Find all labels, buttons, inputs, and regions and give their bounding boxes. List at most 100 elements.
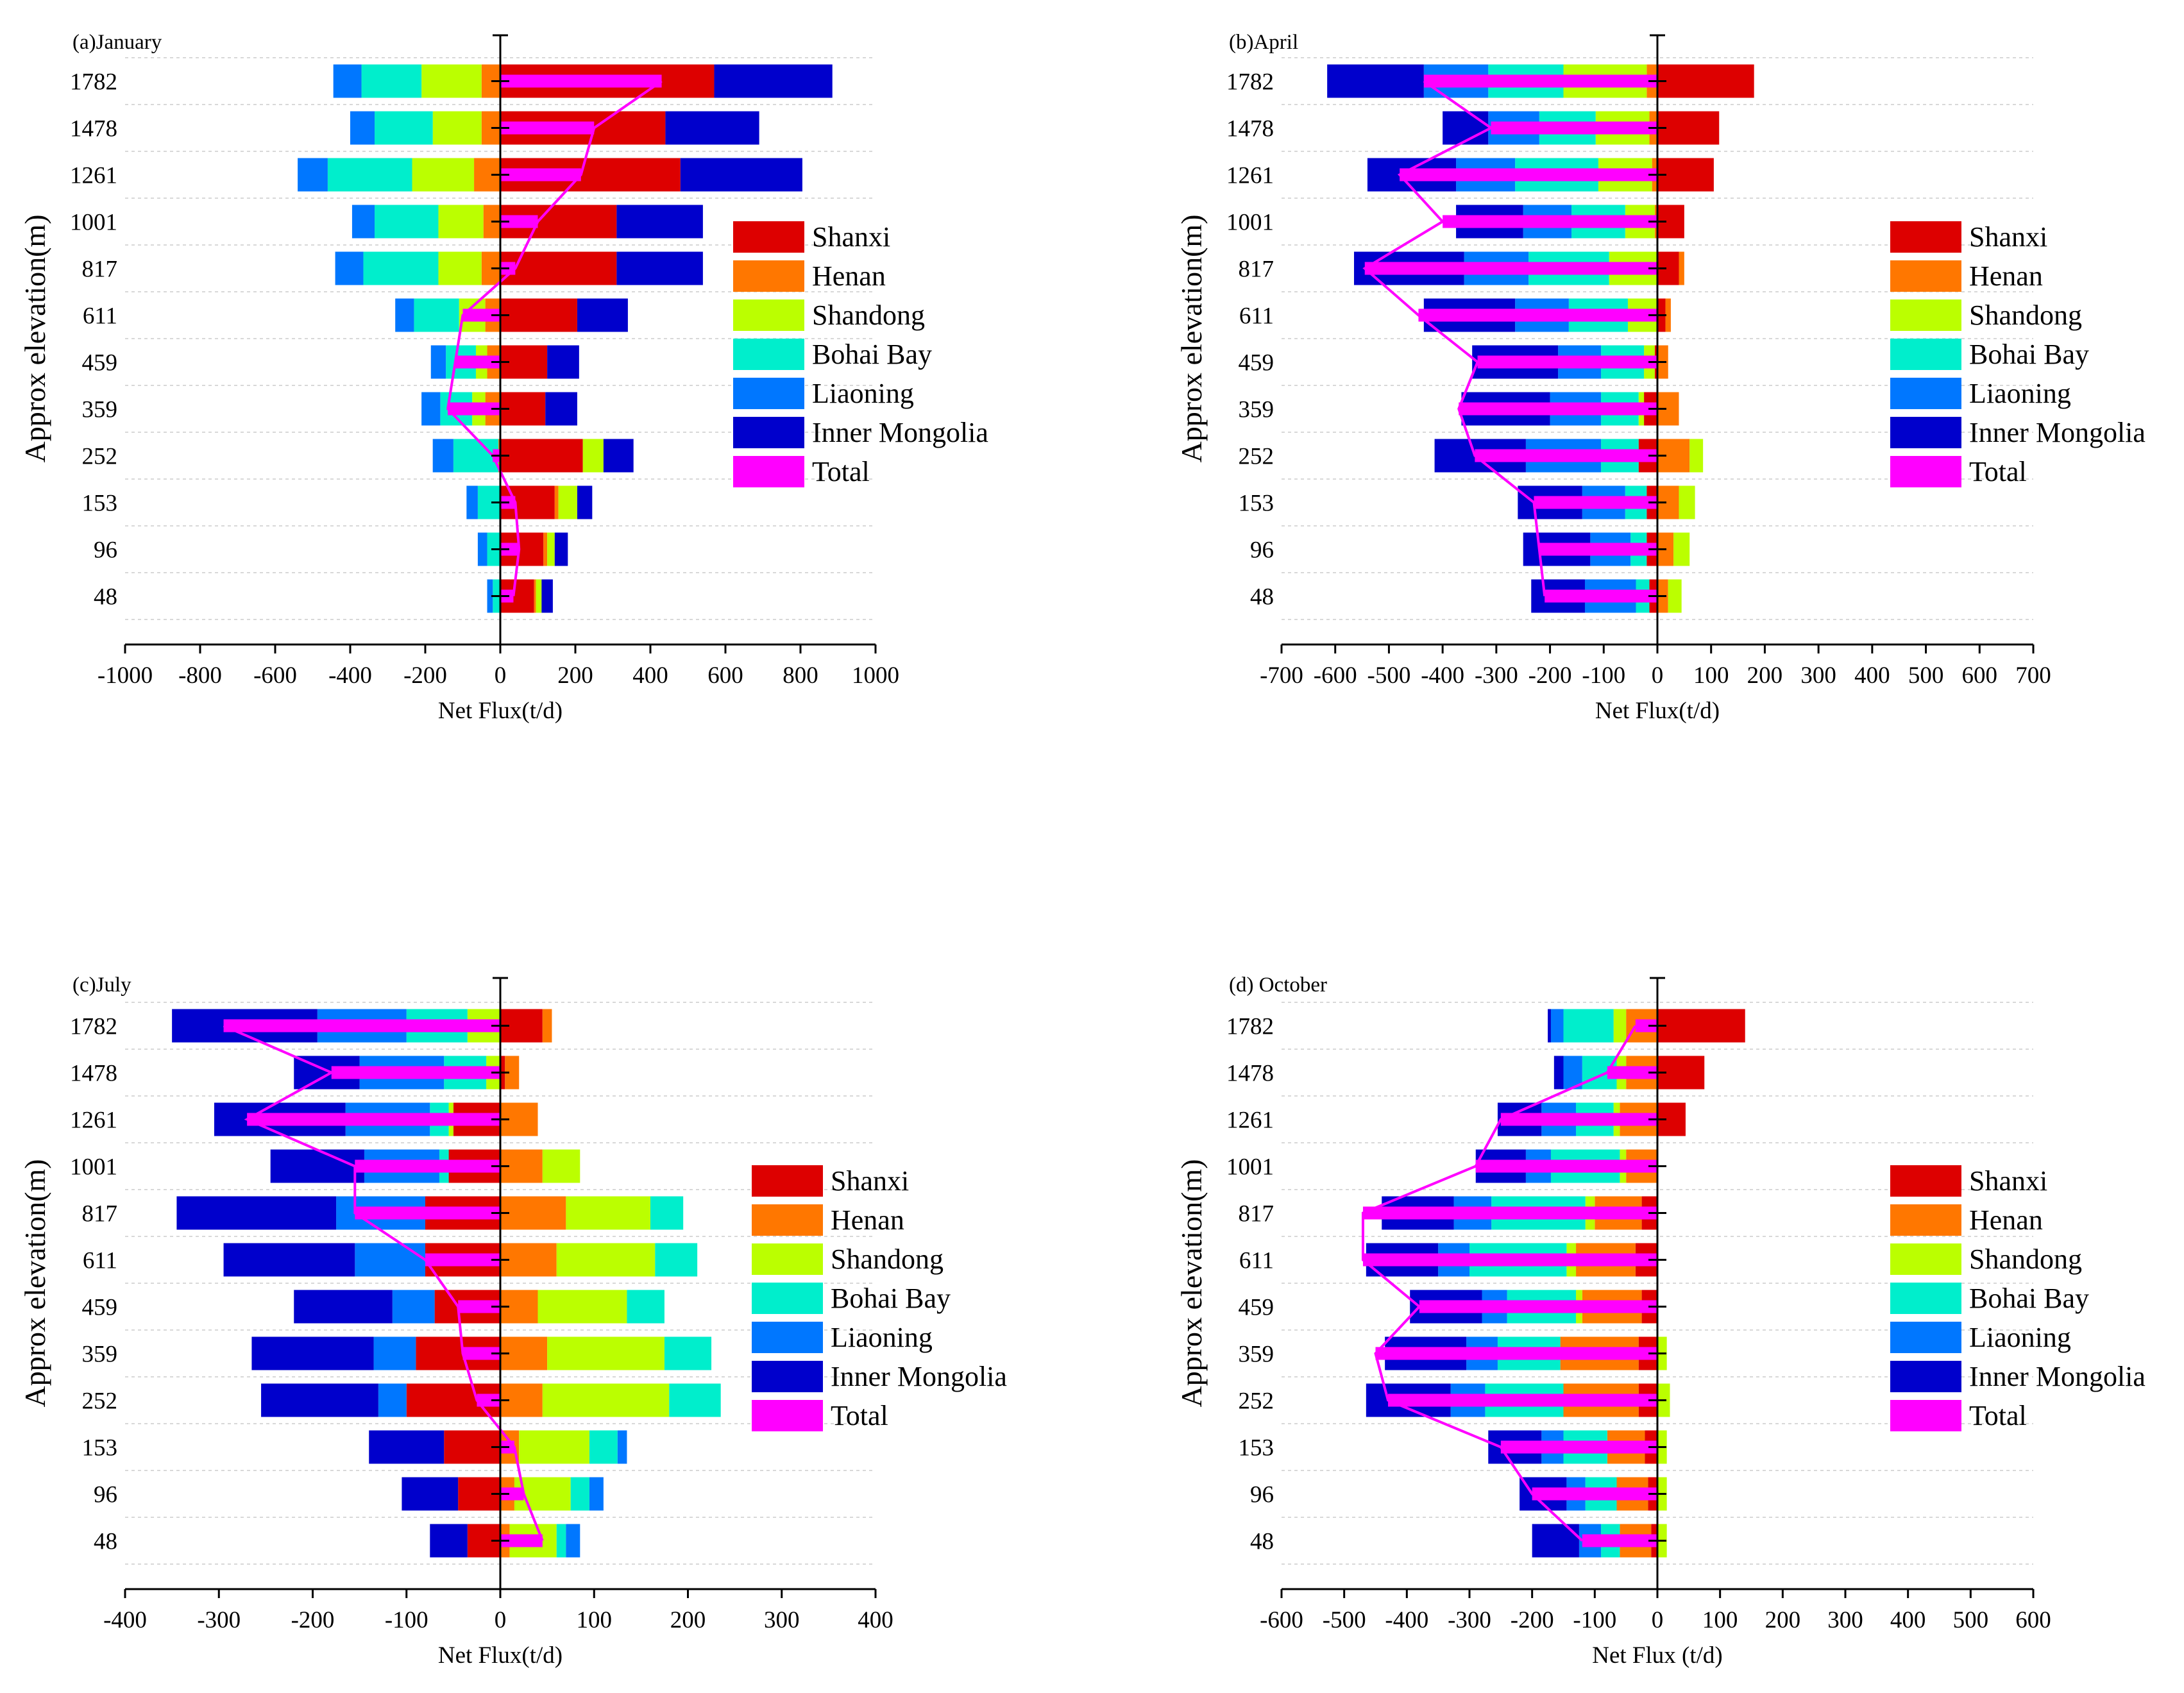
bar-inner-mongolia [1443,111,1489,145]
x-tick-label: -100 [385,1607,428,1633]
legend-label: Shandong [1969,1243,2082,1275]
x-tick-label: -200 [291,1607,335,1633]
total-bar [1375,1347,1657,1360]
x-axis-title: Net Flux(t/d) [1595,698,1720,724]
x-tick-label: -400 [328,662,372,689]
total-bar [355,1159,500,1173]
x-tick-label: -100 [1582,662,1625,689]
bar-liaoning [589,1477,604,1511]
total-bar [1635,1019,1657,1032]
x-tick-label: 600 [2015,1607,2051,1633]
bar-inner-mongolia [545,392,577,426]
y-axis-title: Approx elevation(m) [1175,1159,1208,1407]
bar-liaoning [477,532,487,566]
x-tick-label: -200 [1528,662,1572,689]
legend-swatch [1890,378,1961,409]
bar-liaoning [1550,1009,1564,1043]
total-bar [1582,1534,1657,1547]
legend-swatch [1890,456,1961,487]
total-line [1362,80,1546,596]
category-label: 459 [82,350,118,376]
total-bar [1418,308,1657,322]
x-tick-label: 200 [1765,1607,1801,1633]
total-line [1361,1025,1637,1542]
bar-liaoning [395,298,414,332]
bar-shandong [1689,439,1704,473]
bar-bohai-bay [556,1524,566,1558]
legend-label: Shandong [812,299,925,331]
x-tick-label: -300 [197,1607,241,1633]
legend-swatch [733,339,804,370]
category-label: 252 [1239,444,1274,470]
bar-henan [1665,298,1671,332]
total-bar [500,1487,524,1501]
bar-henan [500,1196,566,1230]
legend-label: Shandong [1969,299,2082,331]
category-label: 1782 [1226,69,1274,96]
total-bar [1475,1159,1657,1173]
bar-shandong [547,1336,665,1370]
legend-label: Total [831,1400,888,1431]
legend-swatch [733,456,804,487]
category-label: 153 [82,491,118,517]
x-tick-label: -600 [253,662,297,689]
bar-shandong [1673,532,1690,566]
category-label: 96 [94,1482,117,1508]
total-bar [458,1300,500,1313]
legend-swatch [1890,417,1961,448]
bar-shanxi [444,1430,500,1464]
bar-liaoning [421,392,441,426]
total-bar [1443,215,1657,228]
bar-bohai-bay [570,1477,589,1511]
total-bar [462,1347,500,1360]
x-tick-label: -100 [1573,1607,1616,1633]
bar-liaoning [392,1290,435,1324]
category-label: 1261 [1226,163,1274,189]
total-bar [500,168,581,181]
legend-swatch [1890,221,1961,253]
legend-swatch [752,1361,823,1392]
x-tick-label: 500 [1908,662,1944,689]
total-bar [500,74,662,88]
category-label: 1261 [70,163,117,189]
total-bar [1491,121,1657,135]
bar-inner-mongolia [1327,64,1424,98]
bar-shanxi [500,251,617,285]
category-label: 48 [1250,1529,1274,1555]
bar-inner-mongolia [577,298,628,332]
x-tick-label: 100 [1702,1607,1738,1633]
bar-henan [500,1243,557,1277]
bar-henan [534,579,536,613]
bar-liaoning [298,158,328,192]
x-tick-label: 100 [577,1607,613,1633]
legend-label: Inner Mongolia [1969,1361,2146,1392]
chart-panel-2: 1782 1478 1261 1001 817 611 459 359 252 153 96 48 -7… [1175,31,2146,724]
legend-swatch [752,1204,823,1236]
bar-inner-mongolia [541,579,553,613]
legend-label: Inner Mongolia [831,1361,1007,1392]
category-label: 611 [1239,303,1274,330]
bar-bohai-bay [414,298,459,332]
legend-swatch [752,1322,823,1353]
bar-inner-mongolia [665,111,759,145]
bar-inner-mongolia [1553,1056,1564,1090]
x-tick-label: 300 [764,1607,800,1633]
category-label: 359 [82,1342,118,1368]
legend-swatch [752,1165,823,1197]
bar-henan [505,1056,520,1090]
x-tick-label: -400 [103,1607,147,1633]
category-label: 153 [1239,491,1274,517]
bar-inner-mongolia [547,345,579,379]
total-bar [1500,1440,1657,1454]
bar-shandong [1679,485,1695,519]
total-bar [1362,1206,1657,1220]
legend: Shanxi Henan Shandong Bohai Bay Liaoning Inne… [733,221,988,487]
x-tick-label: -200 [1511,1607,1554,1633]
bar-bohai-bay [1563,1009,1614,1043]
x-tick-label: 400 [858,1607,893,1633]
bar-shandong [438,205,484,239]
category-label: 1261 [1226,1108,1274,1134]
bar-shandong [556,1243,656,1277]
bar-liaoning [373,1336,416,1370]
bar-shandong [412,158,475,192]
